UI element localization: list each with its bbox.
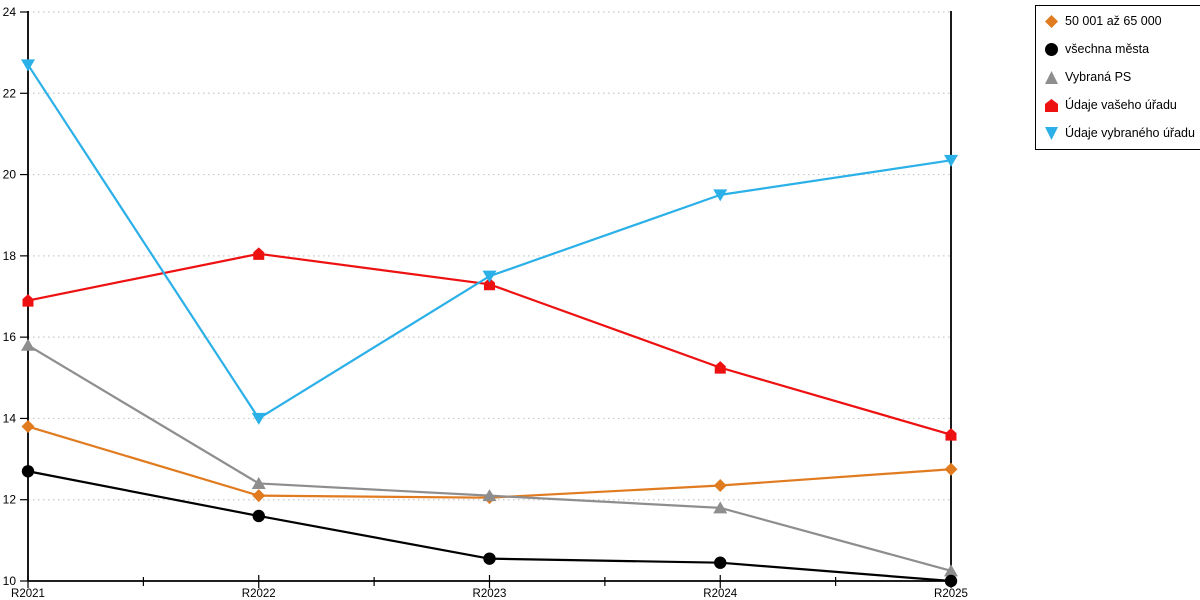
y-tick-label: 24 xyxy=(3,5,17,19)
legend-item: 50 001 až 65 000 xyxy=(1045,15,1195,28)
data-point-marker xyxy=(713,501,728,514)
data-point-marker xyxy=(253,247,265,260)
data-point-marker xyxy=(713,478,727,492)
series-line xyxy=(26,63,953,420)
legend-item: Údaje vybraného úřadu xyxy=(1045,127,1195,140)
data-point-marker xyxy=(252,509,265,523)
data-point-marker xyxy=(944,154,958,167)
y-tick-label: 20 xyxy=(3,168,17,182)
y-tick-label: 22 xyxy=(3,86,17,100)
x-tick-label: R2025 xyxy=(934,588,968,600)
data-point-marker xyxy=(22,294,34,307)
data-point-marker xyxy=(21,59,35,72)
legend-item: Vybraná PS xyxy=(1045,71,1195,84)
data-point-marker xyxy=(944,462,958,476)
y-tick-label: 18 xyxy=(3,249,17,263)
legend-label: 50 001 až 65 000 xyxy=(1065,14,1162,28)
data-point-marker xyxy=(482,489,497,502)
legend-item: všechna města xyxy=(1045,43,1195,56)
x-tick-label: R2022 xyxy=(242,588,276,600)
series-line xyxy=(26,344,953,572)
data-point-marker xyxy=(482,270,497,283)
legend-label: Údaje vybraného úřadu xyxy=(1065,126,1195,140)
data-point-marker xyxy=(251,476,266,489)
legend-label: Údaje vašeho úřadu xyxy=(1065,98,1177,112)
circle-icon xyxy=(1045,43,1058,56)
y-tick-label: 12 xyxy=(3,493,17,507)
legend-label: Vybraná PS xyxy=(1065,70,1132,84)
data-point-marker xyxy=(21,465,35,478)
legend-item: Údaje vašeho úřadu xyxy=(1045,99,1195,112)
data-point-marker xyxy=(483,552,496,565)
y-tick-label: 10 xyxy=(3,574,17,588)
x-tick-label: R2021 xyxy=(11,588,45,600)
data-point-marker xyxy=(714,556,727,569)
x-tick-label: R2024 xyxy=(703,588,737,600)
triangle-down-icon xyxy=(1045,127,1058,140)
data-point-marker xyxy=(21,338,35,351)
data-point-marker xyxy=(714,361,726,374)
x-tick-label: R2023 xyxy=(473,588,507,600)
data-point-marker xyxy=(944,564,958,577)
legend-label: všechna města xyxy=(1065,42,1150,56)
pentagon-icon xyxy=(1045,99,1058,112)
y-tick-label: 14 xyxy=(3,411,17,425)
data-point-marker xyxy=(944,574,958,588)
y-tick-label: 16 xyxy=(3,330,17,344)
data-point-marker xyxy=(251,412,266,425)
data-point-marker xyxy=(484,277,495,291)
diamond-icon xyxy=(1045,15,1058,28)
triangle-up-icon xyxy=(1045,71,1058,84)
legend: 50 001 až 65 000 všechna města Vybraná P… xyxy=(1035,5,1200,150)
data-point-marker xyxy=(713,189,728,202)
data-point-marker xyxy=(21,420,35,434)
series-line xyxy=(26,425,953,499)
data-point-marker xyxy=(945,428,957,441)
data-point-marker xyxy=(252,489,266,503)
